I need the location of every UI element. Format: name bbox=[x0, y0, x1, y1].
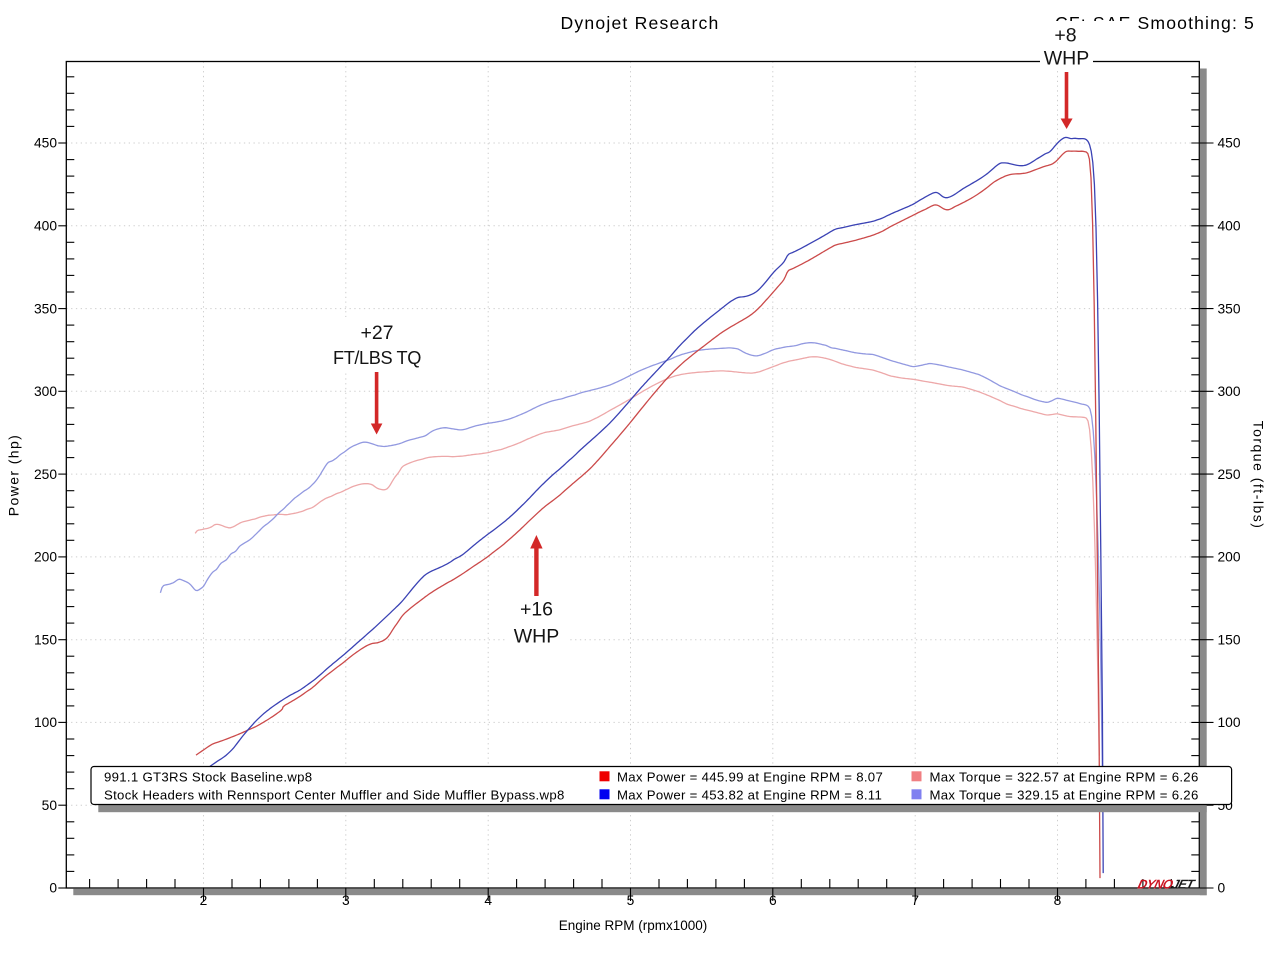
svg-text:400: 400 bbox=[34, 219, 57, 234]
svg-text:250: 250 bbox=[34, 467, 57, 482]
svg-text:400: 400 bbox=[1218, 219, 1241, 234]
svg-text:JET: JET bbox=[1170, 877, 1197, 892]
svg-text:5: 5 bbox=[627, 893, 635, 908]
svg-text:450: 450 bbox=[1218, 136, 1241, 151]
svg-text:Power (hp): Power (hp) bbox=[6, 434, 22, 516]
svg-text:2: 2 bbox=[200, 893, 208, 908]
svg-text:250: 250 bbox=[1218, 467, 1241, 482]
svg-text:+8: +8 bbox=[1054, 25, 1076, 47]
svg-text:Max Power = 453.82 at Engine R: Max Power = 453.82 at Engine RPM = 8.11 bbox=[617, 788, 882, 803]
svg-text:Max Torque = 322.57 at Engine: Max Torque = 322.57 at Engine RPM = 6.26 bbox=[930, 770, 1199, 785]
svg-text:4: 4 bbox=[484, 893, 492, 908]
svg-text:+27: +27 bbox=[360, 322, 393, 344]
svg-text:0: 0 bbox=[1218, 881, 1226, 896]
svg-text:150: 150 bbox=[34, 632, 57, 647]
svg-text:150: 150 bbox=[1218, 632, 1241, 647]
svg-text:FT/LBS TQ: FT/LBS TQ bbox=[333, 348, 421, 368]
svg-text:6: 6 bbox=[769, 893, 777, 908]
svg-text:DYNO: DYNO bbox=[1136, 877, 1174, 892]
svg-text:Stock Headers with Rennsport C: Stock Headers with Rennsport Center Muff… bbox=[104, 788, 565, 803]
svg-text:Torque (ft-lbs): Torque (ft-lbs) bbox=[1251, 421, 1267, 530]
svg-text:Max Torque = 329.15 at Engine: Max Torque = 329.15 at Engine RPM = 6.26 bbox=[930, 788, 1199, 803]
svg-text:50: 50 bbox=[42, 798, 58, 813]
svg-text:100: 100 bbox=[1218, 715, 1241, 730]
svg-text:3: 3 bbox=[342, 893, 350, 908]
svg-text:+16: +16 bbox=[520, 599, 553, 621]
svg-text:991.1 GT3RS Stock Baseline.wp8: 991.1 GT3RS Stock Baseline.wp8 bbox=[104, 770, 312, 785]
svg-text:200: 200 bbox=[1218, 550, 1241, 565]
svg-text:Dynojet Research: Dynojet Research bbox=[560, 13, 719, 33]
svg-text:0: 0 bbox=[49, 881, 57, 896]
svg-text:450: 450 bbox=[34, 136, 57, 151]
svg-text:300: 300 bbox=[1218, 384, 1241, 399]
svg-text:350: 350 bbox=[34, 301, 57, 316]
svg-text:Max Power = 445.99 at Engine R: Max Power = 445.99 at Engine RPM = 8.07 bbox=[617, 770, 883, 785]
svg-text:7: 7 bbox=[911, 893, 919, 908]
svg-text:WHP: WHP bbox=[1044, 48, 1090, 70]
svg-text:200: 200 bbox=[34, 550, 57, 565]
svg-text:8: 8 bbox=[1054, 893, 1062, 908]
svg-text:Engine RPM (rpmx1000): Engine RPM (rpmx1000) bbox=[559, 918, 708, 933]
svg-text:300: 300 bbox=[34, 384, 57, 399]
svg-text:350: 350 bbox=[1218, 301, 1241, 316]
svg-text:100: 100 bbox=[34, 715, 57, 730]
svg-text:WHP: WHP bbox=[514, 626, 560, 648]
